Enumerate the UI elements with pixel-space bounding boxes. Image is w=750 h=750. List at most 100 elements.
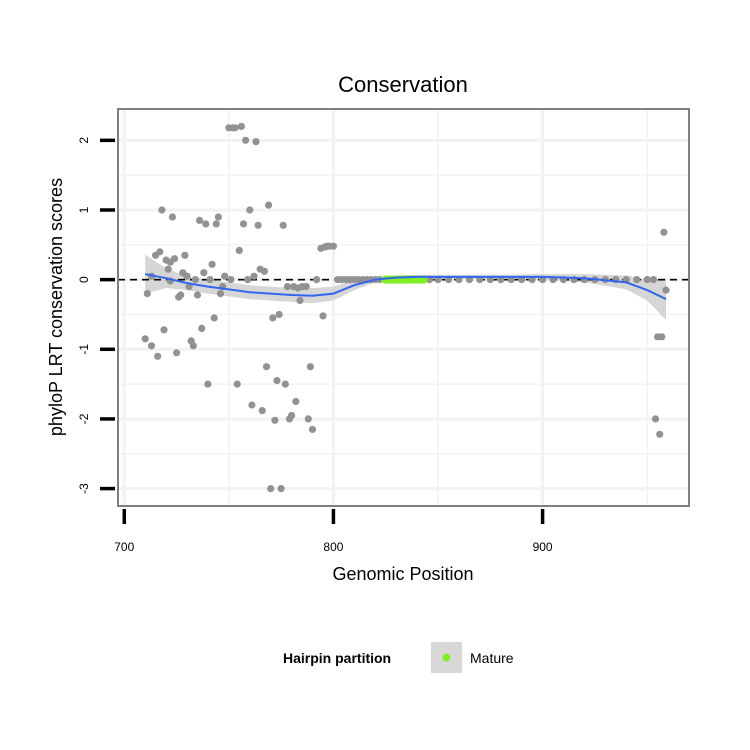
data-point	[239, 220, 248, 228]
data-point	[660, 228, 668, 236]
panel-background	[118, 109, 689, 506]
confidence-band-area	[145, 254, 666, 320]
data-point	[250, 272, 258, 280]
data-point	[281, 380, 289, 388]
data-point	[158, 206, 166, 214]
x-axis-title: Genomic Position	[332, 564, 473, 584]
data-point	[233, 380, 241, 388]
data-point	[254, 221, 262, 229]
data-point	[177, 291, 185, 299]
panel-border	[117, 108, 690, 507]
data-point	[658, 333, 666, 341]
x-tick-label-800: 800	[323, 540, 343, 554]
data-point	[244, 276, 252, 284]
data-point	[662, 286, 670, 294]
data-point	[329, 242, 337, 250]
x-tick-label-900: 900	[533, 540, 553, 554]
data-point	[183, 272, 191, 280]
data-point	[277, 485, 285, 493]
x-tick-label-700: 700	[114, 540, 134, 554]
data-point	[206, 276, 214, 284]
data-point	[252, 138, 260, 146]
data-point	[649, 276, 658, 284]
data-point	[196, 216, 204, 224]
data-point	[235, 246, 243, 254]
data-point	[200, 269, 208, 277]
data-point	[198, 324, 206, 332]
data-point	[189, 342, 197, 350]
data-point	[265, 201, 273, 209]
data-point	[260, 267, 268, 275]
legend: Hairpin partition Mature	[283, 642, 514, 673]
scatter-points	[141, 122, 670, 493]
data-point	[210, 314, 218, 322]
y-axis: -3 -2 -1 0 1 2	[77, 137, 115, 494]
y-tick-label--2: -2	[77, 413, 91, 424]
data-point	[269, 314, 277, 322]
data-point	[279, 221, 287, 229]
data-point	[216, 290, 225, 298]
data-point	[246, 206, 254, 214]
data-point	[319, 312, 327, 320]
data-point	[283, 283, 291, 291]
data-point	[258, 407, 266, 415]
data-point	[262, 363, 271, 371]
data-point	[170, 255, 179, 263]
y-tick-label-0: 0	[77, 276, 91, 283]
y-tick-label--3: -3	[77, 483, 91, 494]
smooth-line-path	[145, 273, 667, 301]
data-point	[204, 380, 212, 388]
data-point	[237, 122, 245, 130]
data-point	[154, 352, 162, 360]
y-tick-label-2: 2	[77, 137, 91, 144]
data-point	[304, 415, 312, 423]
data-point	[580, 276, 589, 284]
data-point	[147, 342, 156, 350]
data-point	[271, 416, 279, 424]
data-point	[248, 401, 256, 409]
data-point	[633, 276, 641, 284]
data-point	[656, 430, 664, 438]
data-point	[288, 411, 296, 420]
data-point	[308, 425, 317, 433]
data-point	[185, 283, 193, 291]
data-point	[296, 296, 304, 305]
data-point	[168, 213, 176, 221]
data-point	[191, 276, 199, 284]
data-point	[164, 265, 172, 273]
mature-points	[381, 275, 428, 284]
legend-key-mature-dot	[442, 653, 451, 662]
data-point	[208, 260, 216, 268]
data-point	[193, 291, 202, 299]
y-tick-label-1: 1	[77, 206, 91, 213]
data-point	[273, 377, 281, 385]
x-axis: 700 800 900	[114, 509, 553, 554]
data-point	[231, 124, 239, 132]
data-point	[214, 213, 222, 221]
data-point	[313, 276, 321, 284]
data-point	[141, 335, 149, 343]
data-point	[267, 485, 275, 493]
smooth-trend-line	[145, 273, 667, 301]
y-tick-label--1: -1	[77, 344, 91, 355]
data-point	[212, 220, 220, 228]
data-point	[275, 310, 283, 319]
data-point	[643, 276, 651, 284]
data-point	[242, 136, 250, 144]
data-point	[292, 397, 300, 406]
data-point	[173, 349, 181, 357]
data-point	[143, 290, 151, 298]
y-axis-title: phyloP LRT conservation scores	[46, 178, 66, 436]
data-point	[227, 276, 235, 284]
data-point	[160, 326, 168, 334]
chart-title: Conservation	[338, 72, 468, 97]
data-point	[221, 272, 229, 280]
legend-title: Hairpin partition	[283, 650, 391, 666]
data-point	[202, 220, 210, 228]
plot-panel	[117, 108, 690, 507]
legend-label-mature: Mature	[470, 650, 514, 666]
data-point	[156, 248, 164, 256]
data-point	[302, 283, 310, 291]
data-point	[306, 363, 314, 371]
